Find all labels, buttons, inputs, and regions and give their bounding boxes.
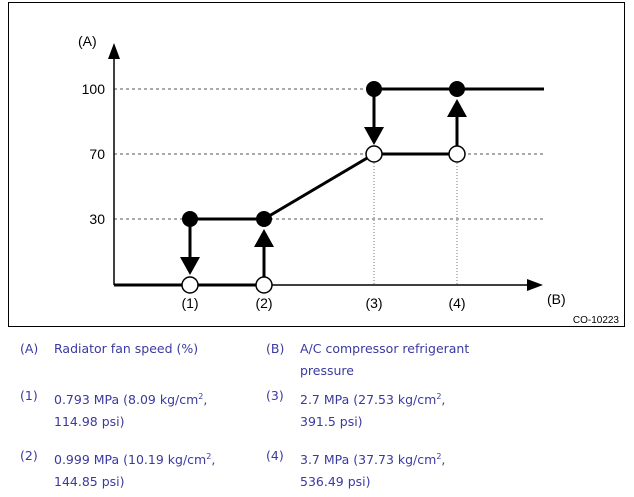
arrow-up-4-head xyxy=(447,99,467,117)
diagram-canvas: (A) 100 70 30 (1) (2) (3) (4) (B) CO-102… xyxy=(78,33,620,326)
legend-key-2: (2) xyxy=(20,448,38,463)
arrow-down-3-head xyxy=(364,127,384,145)
legend-text-2: 0.999 MPa (10.19 kg/cm2, 144.85 psi) xyxy=(54,449,244,493)
point-filled-4 xyxy=(449,81,465,97)
legend-key-a: (A) xyxy=(20,341,39,356)
legend-text-b-line1: A/C compressor refrigerant xyxy=(300,341,470,356)
y-tick-70: 70 xyxy=(89,146,105,162)
fan-speed-diagram: (A) 100 70 30 (1) (2) (3) (4) (B) CO-102… xyxy=(8,2,625,327)
legend-text-2-sup: 2 xyxy=(206,452,212,461)
x-marker-3: (3) xyxy=(365,295,382,311)
legend-text-1-line2: 114.98 psi) xyxy=(54,414,125,429)
x-axis-label: (B) xyxy=(547,291,566,307)
legend-text-3-post: , xyxy=(441,392,446,407)
x-marker-1: (1) xyxy=(181,295,198,311)
x-axis-arrowhead xyxy=(527,279,543,291)
point-filled-3 xyxy=(366,81,382,97)
arrow-down-1-head xyxy=(180,257,200,275)
legend-key-1: (1) xyxy=(20,388,38,403)
legend-text-2-line2: 144.85 psi) xyxy=(54,474,125,489)
arrow-up-2-head xyxy=(254,229,274,247)
legend-text-4-post: , xyxy=(441,452,446,467)
point-filled-2 xyxy=(256,211,272,227)
y-axis-label: (A) xyxy=(78,33,97,49)
legend-text-1-post: , xyxy=(203,392,208,407)
point-open-3 xyxy=(365,145,383,163)
x-marker-2: (2) xyxy=(255,295,272,311)
legend: (A) Radiator fan speed (%) (B) A/C compr… xyxy=(0,330,634,497)
legend-key-b: (B) xyxy=(266,341,285,356)
y-tick-100: 100 xyxy=(82,81,106,97)
legend-text-3-sup: 2 xyxy=(436,392,442,401)
legend-key-3: (3) xyxy=(266,388,284,403)
y-tick-30: 30 xyxy=(89,211,105,227)
legend-text-4-line2: 536.49 psi) xyxy=(300,474,371,489)
legend-text-2-post: , xyxy=(211,452,216,467)
legend-text-1-sup: 2 xyxy=(198,392,204,401)
legend-text-4-sup: 2 xyxy=(436,452,442,461)
legend-text-2-pre: 0.999 MPa (10.19 kg/cm xyxy=(54,452,207,467)
legend-text-a: Radiator fan speed (%) xyxy=(54,341,199,356)
figure-code: CO-10223 xyxy=(573,315,620,326)
legend-text-4: 3.7 MPa (37.73 kg/cm2, 536.49 psi) xyxy=(300,449,490,493)
y-axis-arrowhead xyxy=(108,43,120,59)
point-open-1 xyxy=(181,276,199,294)
legend-text-3-pre: 2.7 MPa (27.53 kg/cm xyxy=(300,392,437,407)
legend-text-3-line2: 391.5 psi) xyxy=(300,414,363,429)
fan-speed-line-mid xyxy=(190,152,457,221)
legend-text-1-pre: 0.793 MPa (8.09 kg/cm xyxy=(54,392,199,407)
point-open-4 xyxy=(448,145,466,163)
legend-text-b-line2: pressure xyxy=(300,363,354,378)
point-filled-1 xyxy=(182,211,198,227)
point-open-2 xyxy=(255,276,273,294)
legend-text-b: A/C compressor refrigerant pressure xyxy=(300,338,540,382)
legend-text-4-pre: 3.7 MPa (37.73 kg/cm xyxy=(300,452,437,467)
legend-text-3: 2.7 MPa (27.53 kg/cm2, 391.5 psi) xyxy=(300,389,490,433)
legend-text-1: 0.793 MPa (8.09 kg/cm2, 114.98 psi) xyxy=(54,389,244,433)
x-marker-4: (4) xyxy=(448,295,465,311)
legend-key-4: (4) xyxy=(266,448,284,463)
